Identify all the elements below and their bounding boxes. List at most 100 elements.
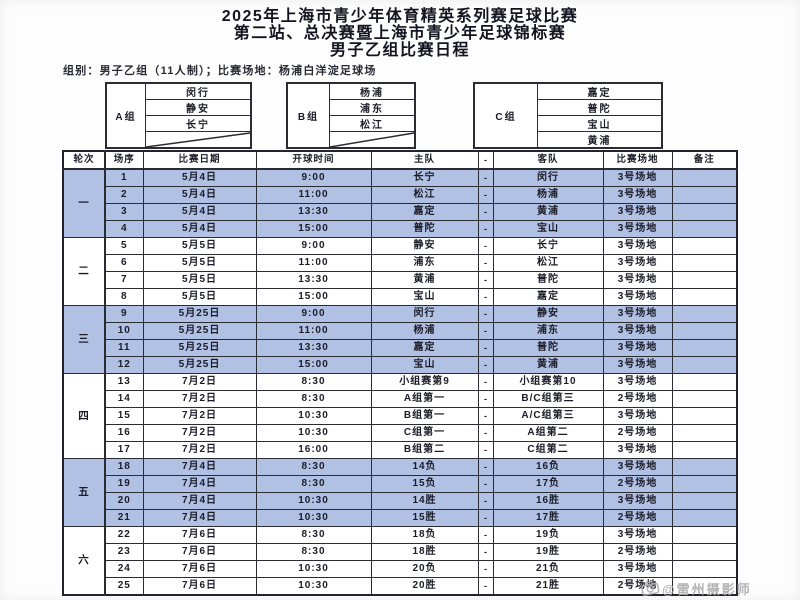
group-row: [106, 131, 252, 149]
home-team-cell: 15胜: [370, 509, 479, 527]
away-team-cell: 黄浦: [492, 203, 604, 221]
group-team-cell: 静安: [145, 99, 252, 116]
date-cell: 5月25日: [142, 356, 257, 374]
note-cell: [671, 560, 738, 578]
away-team-cell: 21胜: [492, 577, 604, 596]
group-team-cell: 浦东: [329, 99, 416, 116]
vs-cell: -: [477, 356, 494, 374]
time-cell: 13:30: [255, 271, 372, 289]
venue-cell: 3号场地: [602, 322, 673, 340]
group-team-cell: 黄浦: [537, 131, 663, 149]
group-row: 长宁: [106, 115, 252, 132]
match-row: 7 5月5日 13:30 黄浦 - 普陀 3号场地: [63, 271, 738, 289]
home-team-cell: 松江: [370, 186, 479, 204]
note-cell: [671, 203, 738, 221]
date-cell: 5月5日: [142, 254, 257, 272]
vs-cell: -: [477, 441, 494, 459]
vs-cell: -: [477, 492, 494, 510]
venue-cell: 3号场地: [602, 407, 673, 425]
column-header-time: 开球时间: [255, 150, 372, 170]
group-label: C组: [473, 82, 538, 149]
home-team-cell: 静安: [370, 237, 479, 255]
vs-cell: -: [477, 339, 494, 357]
note-cell: [671, 220, 738, 238]
date-cell: 7月4日: [142, 492, 257, 510]
match-no-cell: 22: [104, 526, 144, 544]
home-team-cell: 小组赛第9: [370, 373, 479, 391]
note-cell: [671, 339, 738, 357]
title-line-1: 2025年上海市青少年体育精英系列赛足球比赛: [221, 8, 579, 25]
match-row: 16 7月2日 10:30 C组第一 - A组第二 2号场地: [63, 424, 738, 442]
date-cell: 5月5日: [142, 288, 257, 306]
date-cell: 7月4日: [142, 509, 257, 527]
match-no-cell: 12: [104, 356, 144, 374]
match-no-cell: 4: [104, 220, 144, 238]
away-team-cell: 普陀: [492, 271, 604, 289]
title-line-3: 男子乙组比赛日程: [329, 42, 470, 59]
group-table: B组 杨浦 浦东 松江: [286, 82, 416, 149]
away-team-cell: 杨浦: [492, 186, 604, 204]
match-row: 25 7月6日 10:30 20胜 -21胜 2号场地: [63, 577, 738, 596]
group-row: B组 杨浦: [286, 82, 416, 149]
vs-cell: -: [477, 254, 494, 272]
time-cell: 13:30: [255, 203, 372, 221]
venue-cell: 3号场地: [602, 186, 673, 204]
away-team-cell: 普陀: [492, 339, 604, 357]
match-no-cell: 5: [104, 237, 144, 255]
column-header-no: 场序: [104, 150, 144, 170]
match-row: 8 5月5日 15:00 宝山 - 嘉定 3号场地: [63, 288, 738, 306]
match-row: 六 22 7月6日 8:30 18负 -19负 3号场地: [62, 526, 738, 596]
group-empty-cell: [145, 131, 252, 149]
match-row: 4 5月4日 15:00 普陀 - 宝山 3号场地: [63, 220, 738, 238]
match-no-cell: 7: [104, 271, 144, 289]
venue-cell: 3号场地: [602, 237, 673, 255]
date-cell: 5月4日: [142, 220, 257, 238]
away-team-cell: 21负: [492, 560, 604, 578]
date-cell: 7月6日: [142, 560, 257, 578]
home-team-cell: 宝山: [370, 356, 479, 374]
time-cell: 10:30: [255, 407, 372, 425]
match-no-cell: 11: [104, 339, 144, 357]
note-cell: [671, 254, 738, 272]
venue-cell: 2号场地: [602, 543, 673, 561]
time-cell: 8:30: [255, 373, 372, 391]
time-cell: 8:30: [255, 390, 372, 408]
date-cell: 5月4日: [142, 168, 257, 187]
venue-cell: 3号场地: [602, 203, 673, 221]
column-header-venue: 比赛场地: [602, 150, 673, 170]
match-no-cell: 13: [104, 373, 144, 391]
time-cell: 10:30: [255, 424, 372, 442]
vs-cell: -: [477, 237, 494, 255]
date-cell: 7月2日: [142, 441, 257, 459]
away-team-cell: 浦东: [492, 322, 604, 340]
vs-cell: -: [477, 560, 494, 578]
home-team-cell: 浦东: [370, 254, 479, 272]
away-team-cell: 嘉定: [492, 288, 604, 306]
match-no-cell: 1: [104, 168, 144, 187]
note-cell: [671, 577, 738, 596]
away-team-cell: 闵行: [492, 168, 604, 187]
vs-cell: -: [477, 526, 494, 544]
group-info-line: 组别：男子乙组（11人制）；比赛场地：杨浦白洋淀足球场: [63, 65, 377, 77]
vs-cell: -: [477, 458, 494, 476]
match-row: 6 5月5日 11:00 浦东 - 松江 3号场地: [63, 254, 738, 272]
match-row: 四 13 7月2日 8:30 小组赛第9- 小组赛第10 3号场地: [62, 373, 738, 459]
vs-cell: -: [477, 373, 494, 391]
date-cell: 5月25日: [142, 305, 257, 323]
match-no-cell: 23: [104, 543, 144, 561]
venue-cell: 3号场地: [602, 526, 673, 544]
time-cell: 11:00: [255, 322, 372, 340]
home-team-cell: 20胜: [370, 577, 479, 596]
venue-cell: 3号场地: [602, 288, 673, 306]
match-no-cell: 21: [104, 509, 144, 527]
note-cell: [671, 526, 738, 544]
diagonal-strikeout: [146, 132, 250, 147]
date-cell: 7月4日: [142, 458, 257, 476]
group-team-cell: 闵行: [145, 82, 252, 100]
match-no-cell: 2: [104, 186, 144, 204]
time-cell: 10:30: [255, 509, 372, 527]
note-cell: [671, 288, 738, 306]
away-team-cell: 19负: [492, 526, 604, 544]
vs-cell: -: [477, 475, 494, 493]
